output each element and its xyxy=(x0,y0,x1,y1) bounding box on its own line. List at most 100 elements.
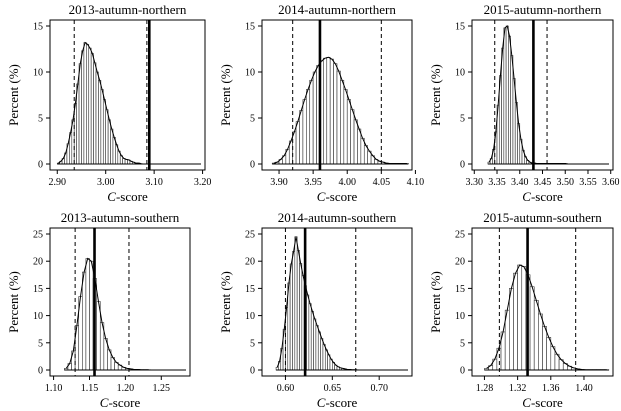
histogram-bar xyxy=(289,263,293,371)
histogram-bar xyxy=(85,258,90,371)
plot-frame xyxy=(261,227,413,377)
x-tick-label: 0.70 xyxy=(370,383,388,394)
y-tick-label: 10 xyxy=(33,68,43,79)
x-axis-label: C-score xyxy=(317,189,358,204)
histogram-bar xyxy=(329,58,334,165)
y-tick-label: 5 xyxy=(250,114,255,125)
histogram-bar xyxy=(100,89,104,165)
histogram-bar xyxy=(299,110,304,165)
panel-title: 2013-autumn-northern xyxy=(69,2,187,17)
x-tick-label: 0.60 xyxy=(277,383,295,394)
x-tick-label: 3.90 xyxy=(270,177,288,188)
histogram-bar xyxy=(542,326,547,371)
x-axis-label: C-score xyxy=(317,395,358,410)
y-tick-label: 15 xyxy=(33,22,43,33)
histogram-bar xyxy=(312,71,317,165)
density-curve xyxy=(276,236,357,371)
x-axis-label-rest: -score xyxy=(116,189,148,204)
x-tick-label: 2.90 xyxy=(49,177,67,188)
panel-4: 1.10 1.15 1.20 1.25 0 5 10 15 20 25 2013-autumn-so… xyxy=(6,210,191,410)
histogram-bar xyxy=(546,337,552,371)
histogram-bar xyxy=(292,251,296,371)
y-axis-label: Percent (%) xyxy=(428,271,443,333)
histogram-bar xyxy=(343,89,348,165)
histogram-bar xyxy=(295,121,300,165)
y-tick-label: 5 xyxy=(38,114,43,125)
y-tick-label: 20 xyxy=(33,257,43,268)
histogram-bar xyxy=(309,79,314,165)
histogram-bar xyxy=(501,47,505,165)
histogram-bar xyxy=(88,47,92,165)
y-tick-label: 25 xyxy=(455,230,465,241)
histogram-bar xyxy=(86,44,90,165)
x-axis-label-rest: -score xyxy=(325,189,357,204)
plot-frame xyxy=(49,227,191,377)
x-tick-label: 3.30 xyxy=(466,177,484,188)
y-tick-label: 5 xyxy=(38,338,43,349)
y-axis-label: Percent (%) xyxy=(6,64,21,126)
x-tick-label: 1.20 xyxy=(117,383,135,394)
y-tick-label: 15 xyxy=(455,22,465,33)
density-curve xyxy=(58,41,141,165)
y-axis-label: Percent (%) xyxy=(428,64,443,126)
x-axis-label: C-score xyxy=(522,189,563,204)
y-tick-label: 10 xyxy=(33,311,43,322)
histogram-bar xyxy=(324,349,328,371)
x-axis-label-italic: C xyxy=(522,189,531,204)
histogram-bar xyxy=(315,325,319,371)
histogram-bar xyxy=(333,63,338,165)
histogram-bar xyxy=(533,300,539,371)
histogram-bar xyxy=(82,271,87,371)
plot-frame xyxy=(261,19,413,171)
panel-1: 2.90 3.00 3.10 3.20 0 5 10 15 2013-autumn-northe… xyxy=(6,2,211,204)
plot-frame xyxy=(471,227,614,377)
x-axis-label: C-score xyxy=(522,395,563,410)
histogram-bar xyxy=(313,318,317,371)
y-tick-label: 15 xyxy=(33,284,43,295)
histogram-bar xyxy=(322,344,326,371)
y-tick-label: 10 xyxy=(245,68,255,79)
x-axis-label-rest: -score xyxy=(531,189,563,204)
histogram-bar xyxy=(510,55,514,165)
panel-6: 1.28 1.32 1.36 1.40 0 5 10 15 20 25 2015-autumn-so… xyxy=(428,210,614,410)
histogram-bar xyxy=(529,286,535,371)
histogram-bar xyxy=(102,99,106,165)
histogram-bar xyxy=(517,264,523,371)
x-tick-label: 3.00 xyxy=(97,177,115,188)
x-axis-label: C-score xyxy=(100,395,141,410)
y-tick-label: 0 xyxy=(460,160,465,171)
x-axis-label: C-score xyxy=(107,189,148,204)
x-tick-label: 3.55 xyxy=(579,177,597,188)
histogram-bar xyxy=(93,62,97,165)
y-tick-label: 0 xyxy=(38,160,43,171)
histogram-bar xyxy=(538,313,543,371)
y-tick-label: 5 xyxy=(460,338,465,349)
panel-title: 2015-autumn-southern xyxy=(483,210,602,225)
histogram-bar xyxy=(320,338,324,371)
histogram-bar xyxy=(508,35,511,165)
histogram-bar xyxy=(294,236,298,371)
plot-frame xyxy=(49,19,206,171)
histogram-bar xyxy=(107,119,111,165)
y-tick-label: 0 xyxy=(38,366,43,377)
x-tick-label: 3.60 xyxy=(602,177,620,188)
histogram-bar xyxy=(336,70,341,165)
x-tick-label: 1.36 xyxy=(542,383,560,394)
histogram-bar xyxy=(306,89,311,165)
y-tick-label: 0 xyxy=(460,366,465,377)
histogram-bar xyxy=(292,131,297,165)
y-tick-label: 15 xyxy=(455,284,465,295)
x-axis-label-italic: C xyxy=(317,395,326,410)
histogram-bar xyxy=(98,79,102,165)
y-tick-label: 5 xyxy=(250,338,255,349)
histogram-bar xyxy=(346,99,351,165)
x-tick-label: 4.10 xyxy=(407,177,425,188)
x-tick-label: 1.25 xyxy=(153,383,171,394)
panel-5: 0.60 0.65 0.70 0 5 10 15 20 25 2014-autumn-southe… xyxy=(218,210,413,410)
y-tick-label: 15 xyxy=(245,22,255,33)
panel-title: 2015-autumn-northern xyxy=(484,2,602,17)
y-axis-label: Percent (%) xyxy=(218,271,233,333)
histogram-bar xyxy=(509,288,514,371)
y-tick-label: 10 xyxy=(455,311,465,322)
